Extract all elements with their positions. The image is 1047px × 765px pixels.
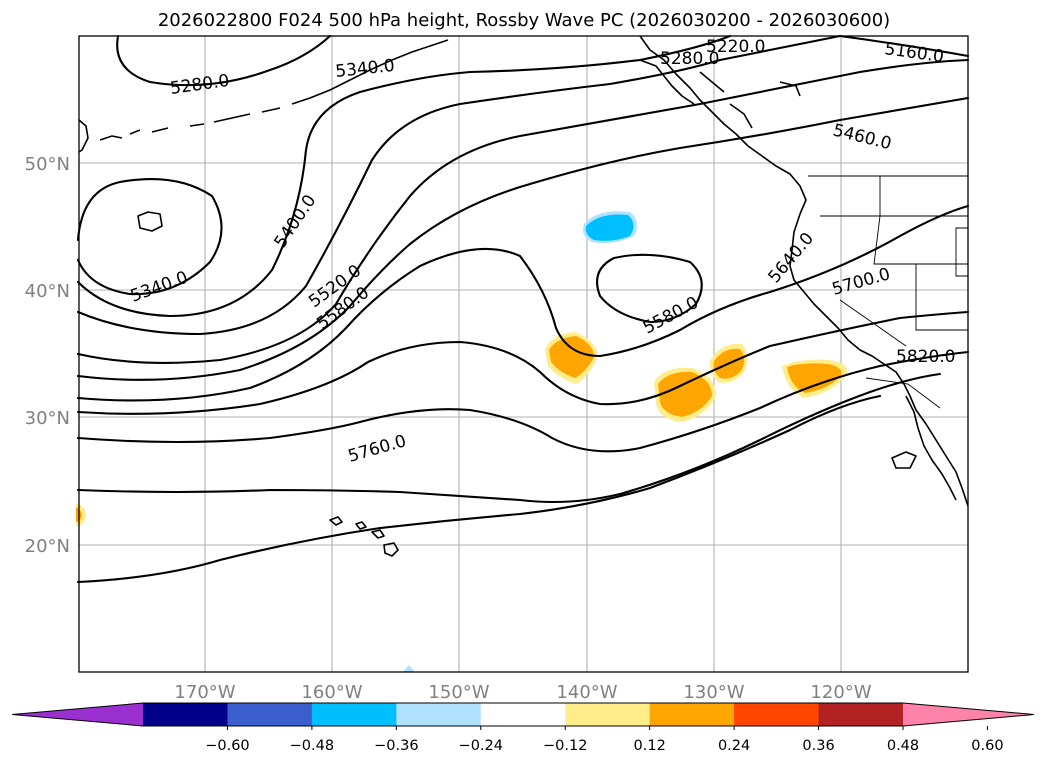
colorbar-tick-label: 0.60 [971, 738, 1003, 754]
positive-anomaly-core-1 [549, 336, 594, 378]
baja-coast [905, 395, 957, 501]
coastlines [78, 35, 969, 557]
contour-line [76, 350, 970, 453]
contour-line [838, 34, 970, 58]
us-mexico-border [865, 377, 941, 409]
contour-label: 5700.0 [830, 264, 893, 300]
lon-label: 130°W [683, 682, 744, 703]
positive-anomaly-core-2 [658, 371, 712, 417]
colorbar-tick-label: −0.12 [543, 738, 587, 754]
gridlines [79, 36, 968, 672]
borders [808, 175, 969, 409]
north-america-coastline [639, 35, 969, 507]
contour-line [76, 34, 842, 336]
colorbar-segment [480, 703, 566, 726]
coast-fragment [779, 81, 801, 97]
contour-label-group: 5160.0 5220.0 5280.0 5280.0 5340.0 5340.… [128, 37, 956, 467]
lat-label: 40°N [25, 281, 70, 302]
map-panel: 5160.0 5220.0 5280.0 5280.0 5340.0 5340.… [76, 34, 970, 673]
contour-label: 5400.0 [271, 191, 321, 251]
negative-anomaly-small [403, 665, 415, 672]
contour-line [76, 372, 942, 504]
contour-line [76, 96, 970, 381]
lon-label: 120°W [810, 682, 871, 703]
contour-line [116, 34, 332, 87]
contour-line [76, 58, 970, 364]
state-border-5 [955, 227, 969, 277]
latitude-labels: 50°N 40°N 30°N 20°N [25, 154, 70, 557]
map-frame [78, 35, 969, 673]
contour-line [76, 178, 223, 296]
longitude-labels: 170°W 160°W 150°W 140°W 130°W 120°W [174, 682, 871, 703]
contour-line [76, 394, 882, 584]
contour-label: 5220.0 [706, 37, 765, 57]
hawaii-islands [329, 516, 399, 557]
state-border-2 [820, 215, 968, 265]
colorbar-tick-label: −0.36 [374, 738, 418, 754]
colorbar-segment [143, 703, 228, 726]
contour-label: 5760.0 [346, 431, 409, 467]
figure-title: 2026022800 F024 500 hPa height, Rossby W… [158, 10, 890, 31]
colorbar-segment [649, 703, 735, 726]
lat-label: 20°N [25, 536, 70, 557]
colorbar-segment [734, 703, 820, 726]
colorbar-outline [11, 702, 1035, 727]
contour-label: 5340.0 [128, 268, 191, 307]
island-small [891, 451, 917, 469]
contour-line [76, 34, 732, 318]
contour-closed-low [596, 253, 703, 324]
alaska-panhandle-islands [639, 59, 753, 129]
colorbar-tick-label: −0.48 [290, 738, 334, 754]
colorbar-segment [818, 703, 904, 726]
contour-label: 5160.0 [883, 39, 945, 67]
contour-line [76, 204, 970, 402]
cyclone-center-contour [137, 211, 163, 232]
positive-anomaly-core-4 [787, 363, 842, 393]
aleutian-islands [99, 39, 449, 141]
colorbar-tick-label: −0.60 [205, 738, 249, 754]
contour-label: 5280.0 [660, 49, 719, 69]
colorbar-segment [396, 703, 482, 726]
negative-anomaly-core [585, 214, 634, 241]
colorbar-segment [565, 703, 651, 726]
lon-label: 150°W [428, 682, 489, 703]
colorbar-tick-label: 0.48 [887, 738, 919, 754]
height-contours [76, 34, 970, 584]
anomaly-shading [76, 211, 848, 672]
contour-label: 5820.0 [896, 347, 955, 367]
lon-label: 160°W [301, 682, 362, 703]
colorbar-tick-label: −0.24 [459, 738, 503, 754]
colorbar-extend-low [12, 703, 143, 726]
colorbar-tick-label: 0.12 [634, 738, 666, 754]
contour-line [76, 310, 970, 415]
contour-label: 5340.0 [334, 56, 395, 82]
colorbar-tick-label: 0.36 [802, 738, 834, 754]
contour-label: 5580.0 [640, 293, 702, 339]
colorbar-extend-high [903, 703, 1034, 726]
lon-label: 140°W [556, 682, 617, 703]
colorbar-segment [311, 703, 397, 726]
state-border-3 [915, 264, 968, 331]
contour-label: 5460.0 [831, 120, 894, 154]
west-edge-coast [78, 119, 89, 153]
colorbar: −0.60 −0.48 −0.36 −0.24 −0.12 0.12 0.24 0.36 0.4… [11, 702, 1035, 754]
colorbar-tick-label: 0.24 [718, 738, 750, 754]
lat-label: 50°N [25, 154, 70, 175]
colorbar-segment [227, 703, 313, 726]
contour-label: 5280.0 [169, 71, 231, 99]
lat-label: 30°N [25, 408, 70, 429]
lon-label: 170°W [174, 682, 235, 703]
